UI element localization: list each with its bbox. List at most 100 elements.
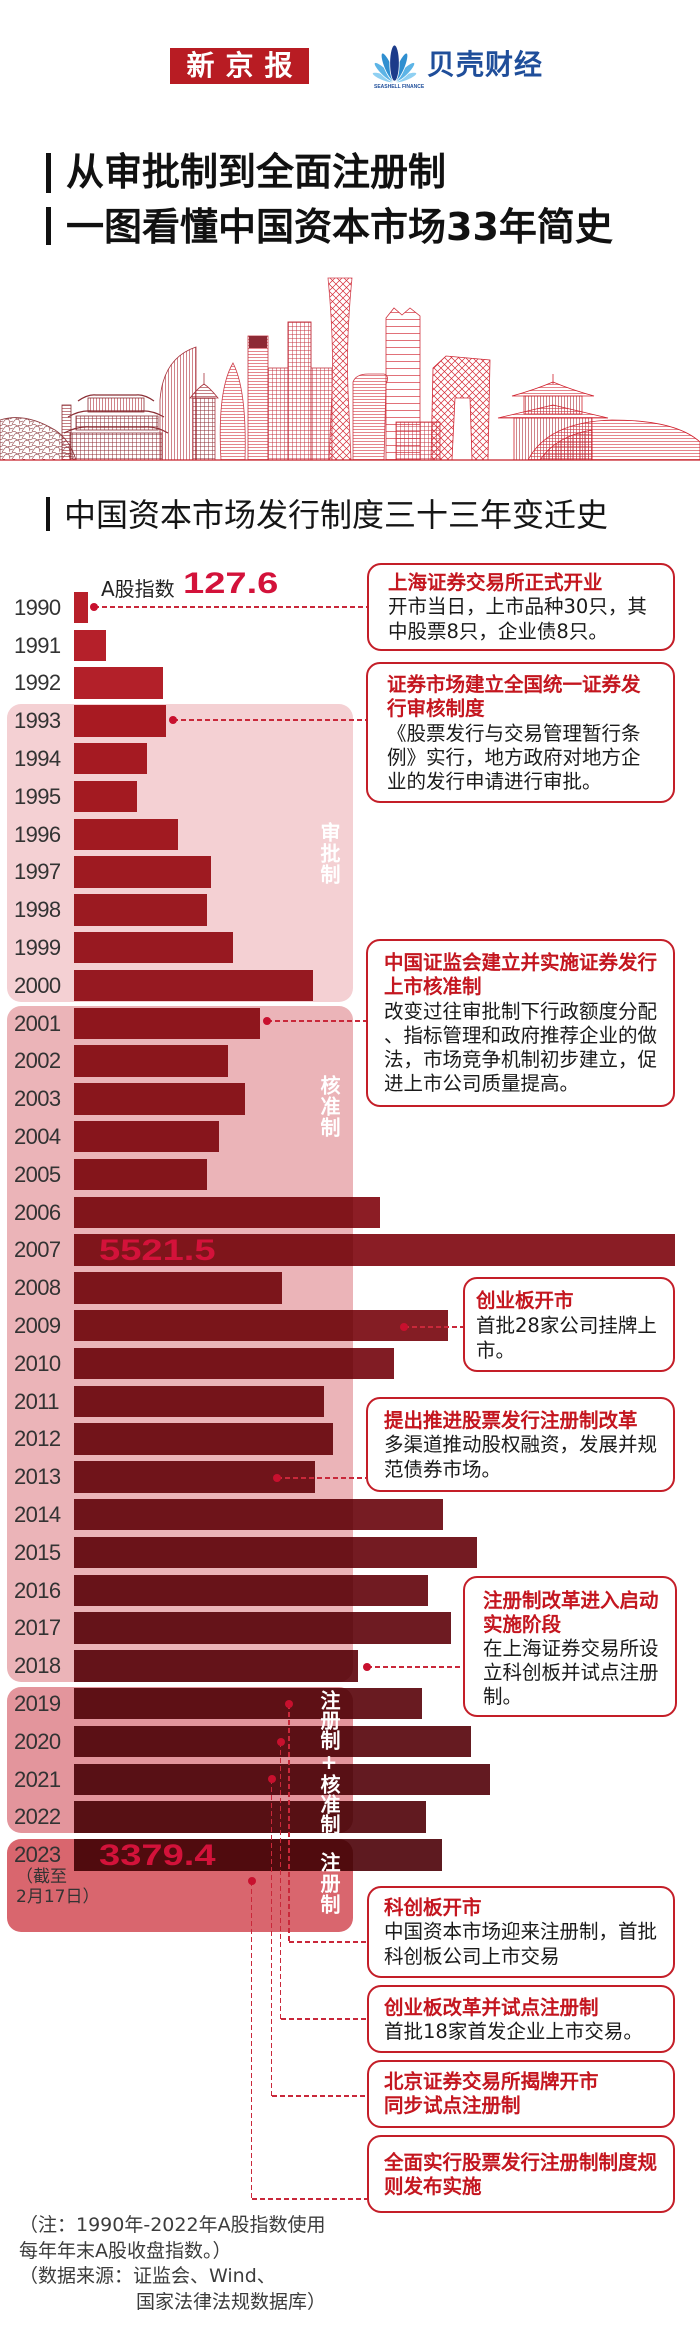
callout-body: 进上市公司质量提高。: [384, 1072, 580, 1096]
year-label-2001: 2001: [14, 1010, 61, 1036]
year-label-1991: 1991: [14, 632, 61, 658]
callout-body: 业的发行申请进行审批。: [387, 770, 602, 794]
callout-title: 创业板开市: [476, 1289, 574, 1312]
callout-title: 中国证监会建立并实施证券发行: [384, 951, 658, 974]
year-label-2009: 2009: [14, 1312, 61, 1338]
year-label-1999: 1999: [14, 934, 61, 960]
footnote-line: （数据来源：证监会、Wind、: [19, 2265, 276, 2288]
callout-body: 制。: [483, 1685, 523, 1708]
footnotes: （注：1990年-2022年A股指数使用 每年年末A股收盘指数。） （数据来源：…: [19, 2213, 326, 2315]
bar-1990: [74, 591, 88, 624]
year-label-2002: 2002: [14, 1048, 61, 1074]
callout-body: 在上海证券交易所设: [483, 1637, 659, 1660]
callout-full-registration-rules: 全面实行股票发行注册制制度规 则发布实施: [367, 2135, 675, 2213]
callout-title: 则发布实施: [384, 2175, 482, 2199]
section-title: 中国资本市场发行制度三十三年变迁史: [64, 496, 609, 534]
callout-verification-system: 中国证监会建立并实施证券发行 上市核准制 改变过往审批制下行政额度分配 、指标管…: [366, 939, 675, 1107]
callout-title: 实施阶段: [483, 1613, 562, 1636]
year-label-2013: 2013: [14, 1464, 61, 1490]
page-title-line-2: 一图看懂中国资本市场33年简史: [66, 205, 613, 249]
period-label-registration: 注册制: [317, 1852, 341, 1915]
connector-line: [280, 2018, 367, 2020]
connector-line: [251, 2198, 367, 2200]
year-label-1997: 1997: [14, 859, 61, 885]
callout-body: 立科创板并试点注册: [483, 1661, 659, 1684]
callout-title: 上海证券交易所正式开业: [388, 571, 603, 594]
year-label-2000: 2000: [14, 972, 61, 998]
year-label-1993: 1993: [14, 708, 61, 734]
connector-line: [288, 1704, 290, 1942]
callout-body: 科创板公司上市交易: [384, 1944, 560, 1968]
seashell-finance-subtitle: SEASHELL FINANCE: [374, 84, 425, 90]
callout-body: 中国资本市场迎来注册制，首批: [384, 1920, 658, 1944]
beike-caijing-logo: 贝壳财经: [427, 48, 544, 81]
connector-line: [277, 1477, 366, 1479]
callout-registration-reform-proposal: 提出推进股票发行注册制改革 多渠道推动股权融资，发展并规 范债券市场。: [366, 1397, 675, 1492]
callout-body: 多渠道推动股权融资，发展并规: [384, 1433, 658, 1457]
callout-registration-reform-launch: 注册制改革进入启动 实施阶段 在上海证券交易所设 立科创板并试点注册 制。: [463, 1576, 677, 1717]
period-region-registration-and-verification: [7, 1687, 353, 1833]
connector-line: [267, 1020, 366, 1022]
year-label-2023: 2023: [14, 1842, 61, 1868]
connector-dot-2018: [363, 1663, 371, 1671]
callout-body: 、指标管理和政府推荐企业的做: [384, 1023, 658, 1047]
period-label-approval: 审批制: [317, 822, 341, 885]
connector-line: [250, 1881, 253, 2199]
callout-title: 注册制改革进入启动: [483, 1589, 659, 1612]
footnote-line: 国家法律法规数据库）: [136, 2290, 327, 2313]
title-accent-bar: [46, 153, 51, 193]
year-label-1998: 1998: [14, 897, 61, 923]
year-label-2020: 2020: [14, 1728, 61, 1754]
connector-dot-2021: [267, 1775, 276, 1783]
connector-line: [271, 2095, 367, 2097]
callout-title: 科创板开市: [384, 1896, 482, 1919]
connector-dot-2023: [247, 1877, 256, 1885]
value-label-2007: 5521.5: [99, 1234, 216, 1267]
callout-body: 范债券市场。: [384, 1457, 502, 1481]
xinjingbao-logo: 新京报: [170, 48, 309, 84]
connector-line: [94, 606, 367, 608]
callout-title: 北京证券交易所揭牌开市: [384, 2070, 599, 2093]
callout-body: 法，市场竞争机制初步建立，促: [384, 1048, 658, 1072]
callout-title: 全面实行股票发行注册制制度规: [384, 2151, 658, 2174]
connector-dot-2009: [400, 1323, 408, 1331]
year-label-2008: 2008: [14, 1275, 61, 1301]
seashell-icon: [371, 44, 418, 83]
connector-dot-2020: [276, 1738, 285, 1746]
value-label-2023: 3379.4: [99, 1839, 216, 1872]
connector-line: [404, 1326, 463, 1328]
callout-beijing-exchange-opening: 北京证券交易所揭牌开市 同步试点注册制: [367, 2060, 675, 2128]
callout-body: 改变过往审批制下行政额度分配: [384, 999, 658, 1023]
connector-line: [279, 1742, 282, 2019]
callout-sse-opening: 上海证券交易所正式开业 开市当日，上市品种30只，其 中股票8只，企业债8只。: [367, 563, 675, 651]
callout-body: 首批18家首发企业上市交易。: [384, 2020, 643, 2044]
callout-title: 提出推进股票发行注册制改革: [384, 1409, 638, 1432]
year-label-1996: 1996: [14, 821, 61, 847]
year-2023-note-line-2: 2月17日）: [16, 1887, 100, 1907]
page-title-line-1: 从审批制到全面注册制: [66, 150, 447, 194]
year-label-2016: 2016: [14, 1577, 61, 1603]
callout-body: 首批28家公司挂牌上: [476, 1313, 657, 1337]
series-label: A股指数: [101, 577, 175, 601]
connector-dot-2001: [263, 1017, 271, 1025]
year-label-2022: 2022: [14, 1804, 61, 1830]
year-label-2007: 2007: [14, 1237, 61, 1263]
year-label-1990: 1990: [14, 594, 61, 620]
callout-title: 证券市场建立全国统一证券发: [387, 673, 641, 696]
year-label-1994: 1994: [14, 745, 61, 771]
connector-line: [367, 1666, 463, 1668]
connector-dot-1993: [169, 716, 177, 724]
year-label-2003: 2003: [14, 1086, 61, 1112]
period-label-registration-and-verification: 注册制+核准制: [317, 1690, 341, 1834]
year-label-2017: 2017: [14, 1615, 61, 1641]
value-label-1990: 127.6: [183, 567, 279, 600]
year-label-2010: 2010: [14, 1350, 61, 1376]
period-region-verification: [7, 1006, 353, 1682]
callout-title: 同步试点注册制: [384, 2094, 521, 2118]
connector-line: [270, 1779, 273, 2096]
callout-unified-review-system: 证券市场建立全国统一证券发 行审核制度 《股票发行与交易管理暂行条 例》实行，地…: [366, 662, 675, 803]
callout-star-market-opening: 科创板开市 中国资本市场迎来注册制，首批 科创板公司上市交易: [367, 1886, 675, 1978]
callout-chinext-reform: 创业板改革并试点注册制 首批18家首发企业上市交易。: [367, 1985, 675, 2053]
year-label-2018: 2018: [14, 1653, 61, 1679]
callout-body: 市。: [476, 1338, 516, 1362]
